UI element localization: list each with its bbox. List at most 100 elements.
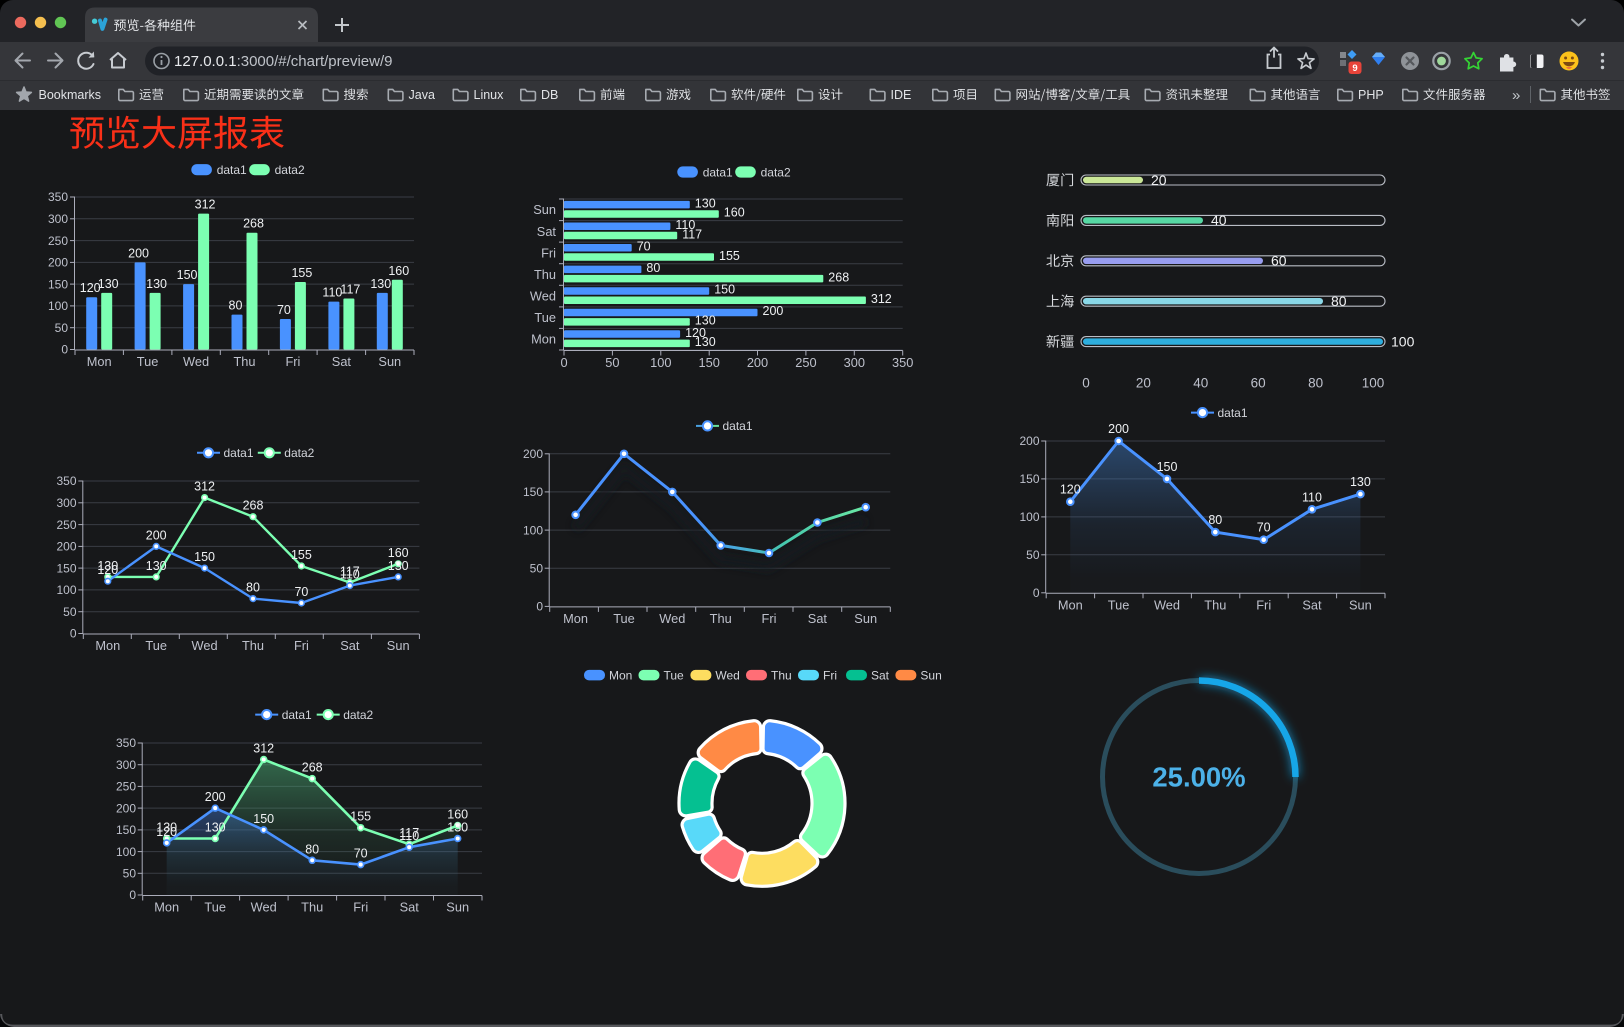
svg-text:150: 150 [56, 561, 76, 575]
svg-text:200: 200 [146, 528, 167, 542]
svg-text:Wed: Wed [1154, 597, 1180, 612]
svg-text:268: 268 [243, 217, 264, 231]
svg-text:300: 300 [116, 758, 136, 772]
svg-text:Sat: Sat [808, 611, 828, 626]
svg-text:Sun: Sun [533, 202, 556, 217]
svg-text:Thu: Thu [233, 354, 255, 369]
svg-text:50: 50 [123, 867, 137, 881]
svg-text:Thu: Thu [771, 668, 792, 682]
svg-text:Sat: Sat [332, 354, 352, 369]
svg-text:350: 350 [48, 190, 68, 204]
svg-text:Tue: Tue [145, 638, 167, 653]
svg-text:data1: data1 [224, 446, 254, 460]
svg-text:110: 110 [399, 829, 419, 843]
svg-text:50: 50 [63, 605, 77, 619]
svg-text:117: 117 [340, 283, 360, 297]
svg-text:DB: DB [541, 88, 558, 102]
svg-text:117: 117 [340, 565, 360, 579]
svg-text:100: 100 [56, 583, 76, 597]
svg-text:40: 40 [1211, 212, 1227, 228]
svg-text:110: 110 [1302, 490, 1322, 504]
svg-text:160: 160 [388, 264, 409, 278]
svg-text:70: 70 [354, 847, 368, 861]
svg-text:130: 130 [156, 821, 177, 835]
svg-text:300: 300 [844, 355, 865, 370]
svg-text:160: 160 [724, 206, 745, 220]
svg-text:117: 117 [682, 227, 702, 241]
svg-text:150: 150 [523, 485, 543, 499]
svg-text:Wed: Wed [715, 668, 739, 682]
svg-text:60: 60 [1271, 253, 1287, 269]
svg-text:80: 80 [646, 261, 660, 275]
svg-text:268: 268 [243, 499, 264, 513]
svg-text:data1: data1 [282, 708, 312, 722]
svg-text:160: 160 [447, 808, 468, 822]
svg-text:IDE: IDE [891, 88, 912, 102]
svg-text:130: 130 [695, 335, 716, 349]
svg-text:Mon: Mon [609, 668, 632, 682]
svg-text:Mon: Mon [1058, 597, 1083, 612]
svg-text:100: 100 [1362, 376, 1385, 391]
svg-text:Sat: Sat [537, 224, 557, 239]
svg-text:70: 70 [637, 240, 651, 254]
svg-text:Tue: Tue [664, 668, 685, 682]
svg-text:0: 0 [70, 627, 77, 641]
svg-text:130: 130 [1350, 475, 1371, 489]
svg-text:120: 120 [97, 563, 118, 577]
svg-text:130: 130 [447, 821, 468, 835]
svg-text:100: 100 [1391, 333, 1415, 349]
svg-text:Sat: Sat [871, 668, 890, 682]
svg-text:80: 80 [229, 299, 243, 313]
svg-text:data2: data2 [284, 446, 314, 460]
svg-text:Sun: Sun [387, 638, 410, 653]
svg-text:Fri: Fri [1256, 597, 1271, 612]
svg-text:130: 130 [695, 196, 716, 210]
svg-text:130: 130 [205, 821, 226, 835]
svg-text:300: 300 [56, 496, 76, 510]
svg-text:0: 0 [560, 355, 567, 370]
svg-text:250: 250 [56, 518, 76, 532]
svg-text:0: 0 [1082, 376, 1090, 391]
svg-text:120: 120 [1060, 483, 1081, 497]
svg-text:Mon: Mon [87, 354, 112, 369]
svg-text:150: 150 [116, 823, 136, 837]
svg-text:0: 0 [129, 888, 136, 902]
svg-text:60: 60 [1251, 376, 1266, 391]
svg-text:155: 155 [291, 266, 312, 280]
svg-text:250: 250 [48, 234, 68, 248]
svg-text:250: 250 [795, 355, 816, 370]
svg-text:117: 117 [399, 826, 419, 840]
svg-text:Thu: Thu [1204, 597, 1226, 612]
svg-text:127.0.0.1:3000/#/chart/preview: 127.0.0.1:3000/#/chart/preview/9 [174, 53, 393, 70]
svg-text:Sun: Sun [1349, 597, 1372, 612]
svg-text:Fri: Fri [353, 900, 368, 915]
svg-text:200: 200 [205, 790, 226, 804]
svg-text:Linux: Linux [474, 88, 505, 102]
svg-text:0: 0 [536, 600, 543, 614]
svg-text:Thu: Thu [710, 611, 732, 626]
svg-text:50: 50 [605, 355, 619, 370]
svg-text:Wed: Wed [251, 900, 277, 915]
svg-text:Sun: Sun [920, 668, 941, 682]
svg-text:150: 150 [253, 812, 274, 826]
svg-text:Wed: Wed [530, 289, 556, 304]
svg-text:350: 350 [56, 474, 76, 488]
svg-text:120: 120 [156, 825, 177, 839]
svg-text:80: 80 [1208, 513, 1222, 527]
svg-text:110: 110 [675, 218, 695, 232]
svg-text:100: 100 [1019, 510, 1039, 524]
svg-text:Mon: Mon [95, 638, 120, 653]
svg-text:80: 80 [246, 581, 260, 595]
svg-text:70: 70 [277, 303, 291, 317]
svg-text:PHP: PHP [1358, 88, 1384, 102]
svg-text:Sun: Sun [854, 611, 877, 626]
svg-text:150: 150 [699, 355, 720, 370]
svg-text:200: 200 [116, 801, 136, 815]
svg-text:160: 160 [388, 546, 409, 560]
svg-text:100: 100 [650, 355, 671, 370]
svg-text:130: 130 [146, 559, 167, 573]
svg-text:120: 120 [685, 326, 706, 340]
svg-text:200: 200 [523, 447, 543, 461]
svg-text:25.00%: 25.00% [1152, 762, 1245, 793]
svg-text:150: 150 [48, 277, 68, 291]
